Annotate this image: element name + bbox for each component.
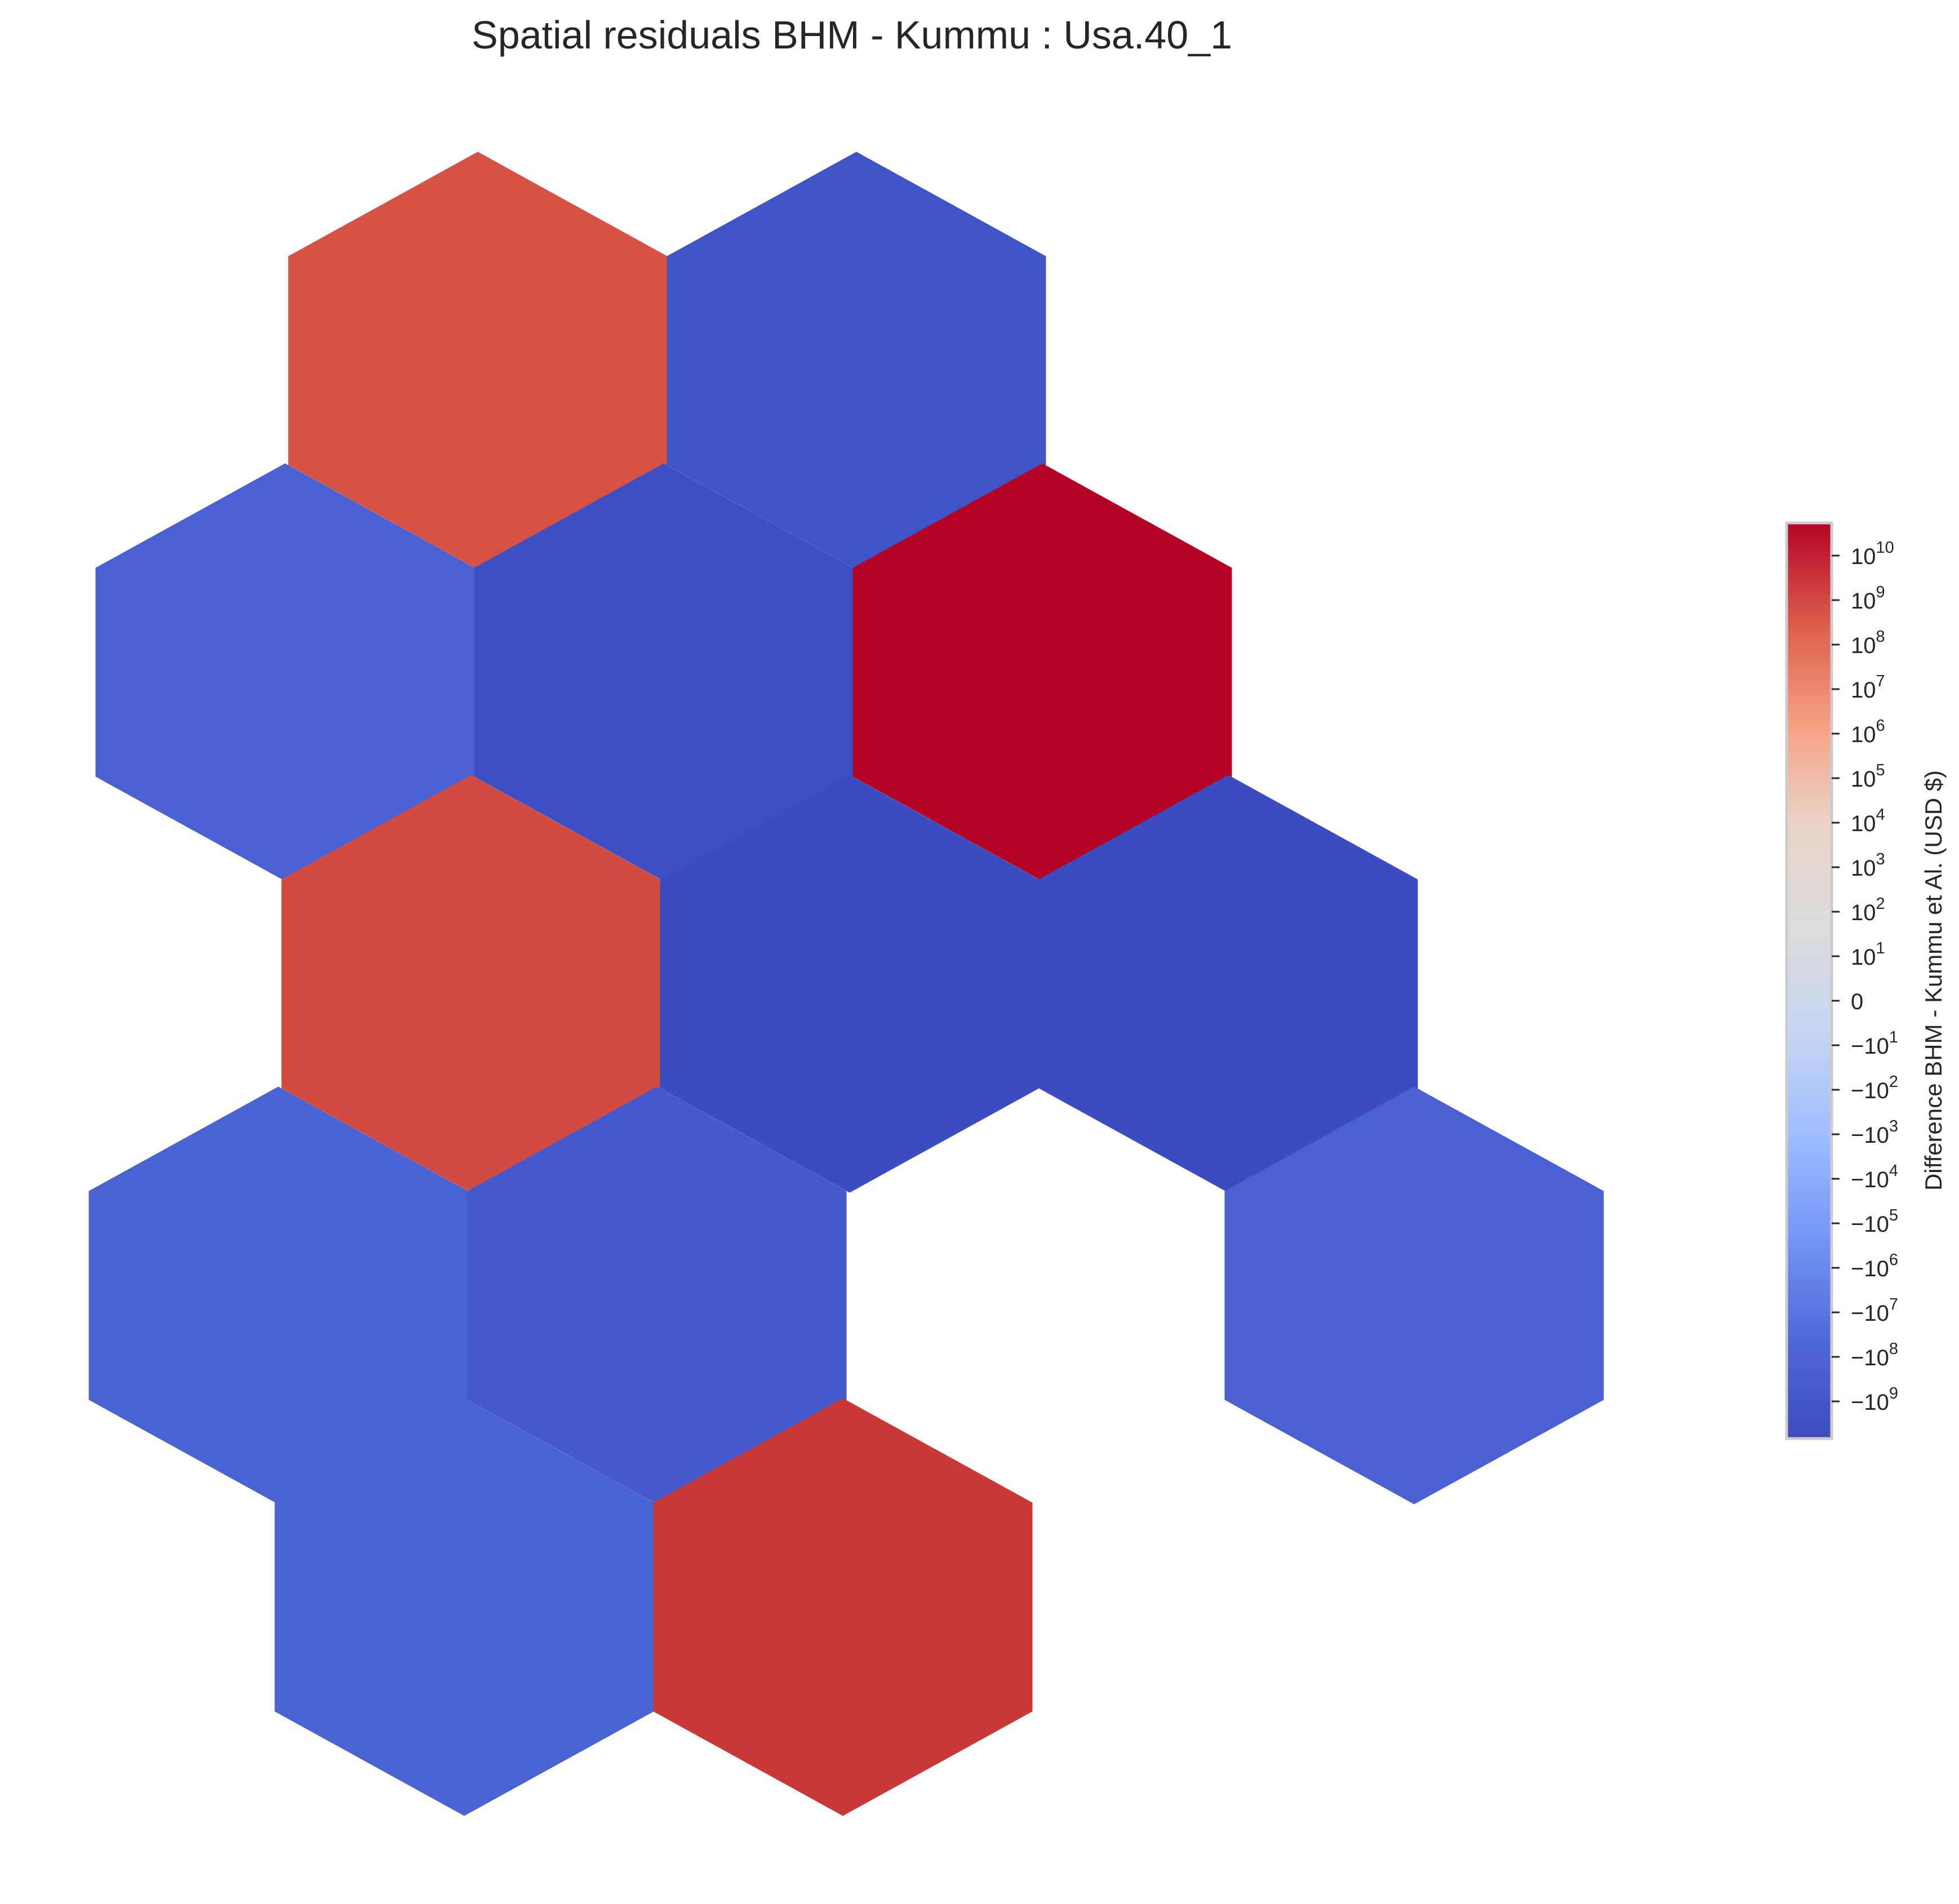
colorbar: 10101091081071061051041031021010−101−102… — [1785, 521, 1947, 1440]
colorbar-tick-label: 1010 — [1851, 539, 1894, 569]
colorbar-tick-label: −106 — [1851, 1251, 1898, 1281]
colorbar-label: Difference BHM - Kummu et Al. (USD $) — [1920, 770, 1947, 1191]
colorbar-tick-label: 104 — [1851, 806, 1885, 836]
colorbar-tick-label: 105 — [1851, 761, 1885, 792]
colorbar-tick-label: −107 — [1851, 1295, 1898, 1326]
colorbar-tick-label: −103 — [1851, 1117, 1898, 1148]
colorbar-tick-label: 108 — [1851, 628, 1885, 658]
chart-title: Spatial residuals BHM - Kummu : Usa.40_1 — [472, 13, 1232, 57]
colorbar-tick-label: 107 — [1851, 672, 1885, 703]
colorbar-tick-label: −105 — [1851, 1206, 1898, 1237]
colorbar-tick-label: 101 — [1851, 939, 1885, 970]
colorbar-tick-label: −104 — [1851, 1162, 1898, 1192]
hex-grid — [88, 152, 1604, 1816]
colorbar-tick-label: 102 — [1851, 895, 1885, 925]
hex-cell-r4-c1 — [653, 1398, 1033, 1816]
colorbar-ticks: 10101091081071061051041031021010−101−102… — [1832, 539, 1898, 1415]
colorbar-tick-label: −101 — [1851, 1028, 1898, 1059]
colorbar-tick-label: 109 — [1851, 583, 1885, 614]
colorbar-tick-label: 103 — [1851, 850, 1885, 881]
colorbar-tick-label: 106 — [1851, 717, 1885, 747]
colorbar-tick-label: −108 — [1851, 1340, 1898, 1370]
colorbar-tick-label: 0 — [1851, 989, 1863, 1014]
colorbar-tick-label: −102 — [1851, 1073, 1898, 1103]
colorbar-gradient — [1785, 521, 1833, 1440]
colorbar-tick-label: −109 — [1851, 1384, 1898, 1415]
hex-cell-r3-c3 — [1224, 1086, 1604, 1504]
